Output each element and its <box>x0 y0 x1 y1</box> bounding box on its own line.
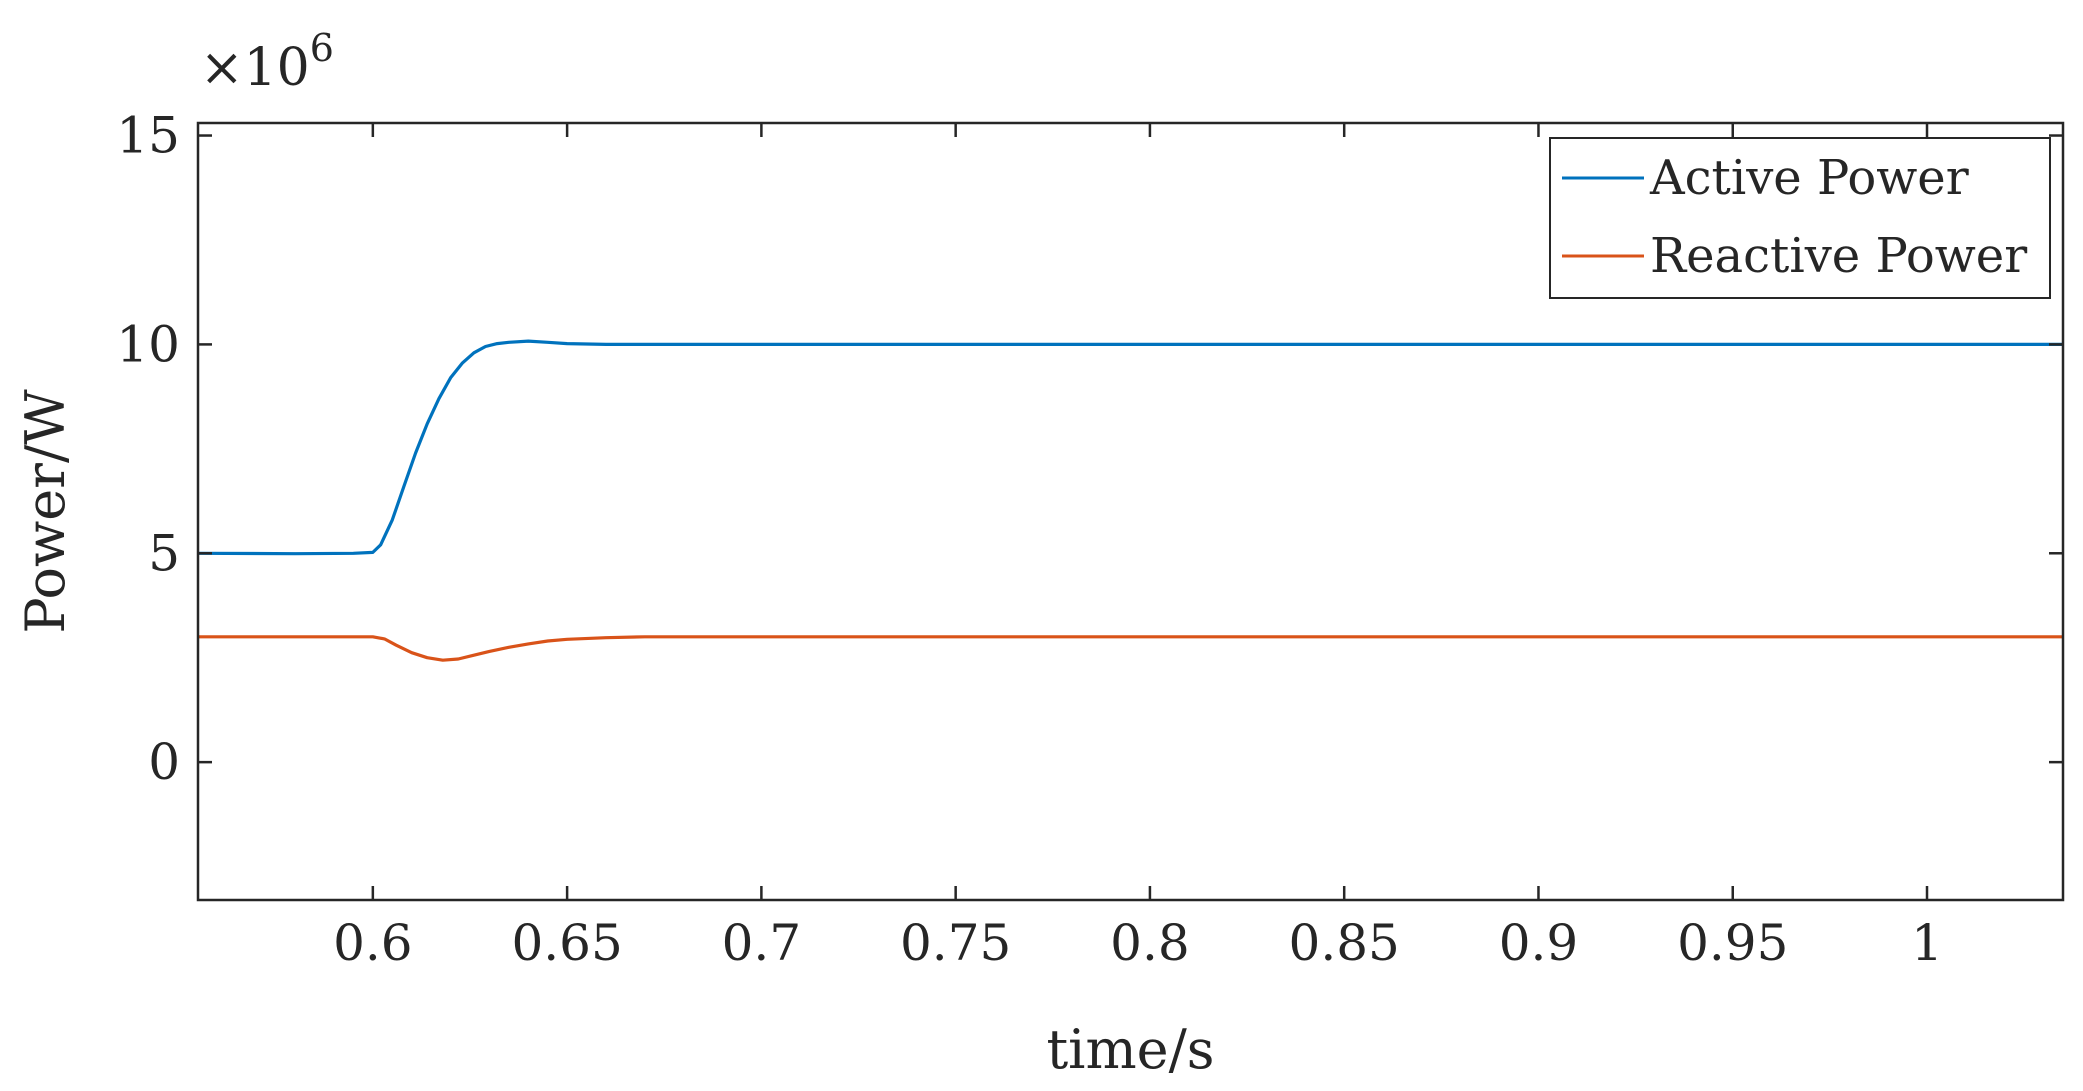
plot-frame <box>196 121 2065 902</box>
legend: Active Power Reactive Power <box>1549 137 2051 299</box>
y-tick-label: 0 <box>148 733 180 791</box>
y-exponent-power: 6 <box>310 26 334 70</box>
y-axis-label: Power/W <box>14 389 77 634</box>
x-tick-label: 0.7 <box>722 914 802 972</box>
series-line-reactive-power <box>198 635 2063 662</box>
x-tick-label: 1 <box>1911 914 1943 972</box>
x-tick-label: 0.95 <box>1677 914 1788 972</box>
legend-box <box>1549 137 2051 299</box>
legend-label-reactive-power: Reactive Power <box>1650 228 2027 284</box>
y-exponent-label: ×106 <box>200 26 334 98</box>
x-tick-label: 0.65 <box>511 914 622 972</box>
y-tick-label: 15 <box>116 107 180 165</box>
series-layer <box>197 339 2063 662</box>
y-exponent-base: ×10 <box>200 38 310 98</box>
x-axis-label: time/s <box>1046 1018 1214 1081</box>
y-tick-label: 10 <box>116 315 180 373</box>
x-tick-label: 0.8 <box>1110 914 1190 972</box>
x-tick-label: 0.85 <box>1289 914 1400 972</box>
x-tick-label: 0.6 <box>333 914 413 972</box>
x-tick-label: 0.9 <box>1499 914 1579 972</box>
x-tick-label: 0.75 <box>900 914 1011 972</box>
y-tick-label: 5 <box>148 524 180 582</box>
series-line-active-power <box>197 339 2063 556</box>
legend-label-active-power: Active Power <box>1649 150 1969 206</box>
